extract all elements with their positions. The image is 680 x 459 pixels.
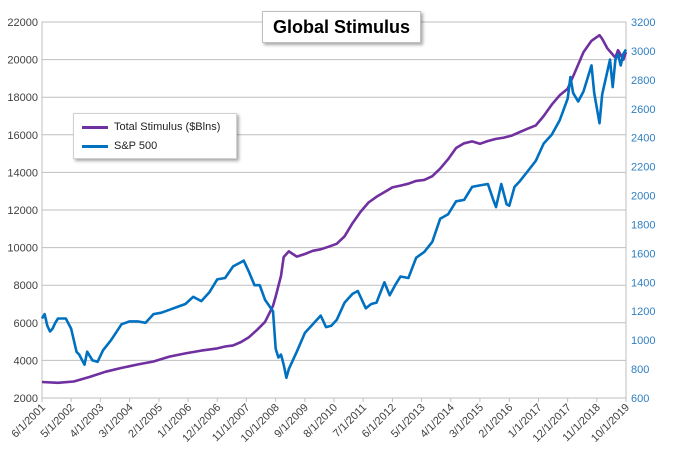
series-line-sp500 xyxy=(40,48,628,380)
y-right-tick-label: 3000 xyxy=(631,46,655,58)
legend-label-sp500: S&P 500 xyxy=(114,140,158,152)
y-left-tick-label: 16000 xyxy=(7,130,38,142)
y-right-tick-label: 3200 xyxy=(631,17,655,29)
y-right-tick-label: 2400 xyxy=(631,133,655,145)
legend-label-stimulus: Total Stimulus ($Blns) xyxy=(114,121,221,133)
legend: Total Stimulus ($Blns) S&P 500 xyxy=(73,113,237,159)
y-left-tick-label: 20000 xyxy=(7,55,38,67)
legend-item-stimulus: Total Stimulus ($Blns) xyxy=(82,119,220,135)
y-right-tick-label: 1400 xyxy=(631,277,655,289)
y-right-tick-label: 2000 xyxy=(631,191,655,203)
series-lines xyxy=(40,33,628,385)
y-right-tick-label: 2800 xyxy=(631,75,655,87)
y-left-tick-label: 6000 xyxy=(14,318,38,330)
y-right-tick-label: 2600 xyxy=(631,104,655,116)
y-right-tick-label: 600 xyxy=(631,393,649,405)
chart-title: Global Stimulus xyxy=(262,11,422,43)
y-right-tick-label: 1000 xyxy=(631,335,655,347)
y-right-tick-label: 800 xyxy=(631,364,649,376)
y-left-tick-label: 12000 xyxy=(7,205,38,217)
legend-swatch-stimulus xyxy=(82,125,108,129)
y-right-tick-label: 1800 xyxy=(631,219,655,231)
y-right-tick-label: 1200 xyxy=(631,306,655,318)
y-right-tick-label: 2200 xyxy=(631,162,655,174)
series-line-stimulus xyxy=(41,33,628,385)
legend-item-sp500: S&P 500 xyxy=(82,138,157,154)
y-left-tick-label: 22000 xyxy=(7,17,38,29)
y-left-tick-label: 4000 xyxy=(14,355,38,367)
y-right-tick-label: 1600 xyxy=(631,248,655,260)
y-left-tick-label: 2000 xyxy=(14,393,38,405)
legend-swatch-sp500 xyxy=(82,144,108,148)
y-left-tick-label: 14000 xyxy=(7,167,38,179)
y-left-tick-label: 8000 xyxy=(14,280,38,292)
y-left-tick-label: 10000 xyxy=(7,243,38,255)
y-left-tick-label: 18000 xyxy=(7,92,38,104)
